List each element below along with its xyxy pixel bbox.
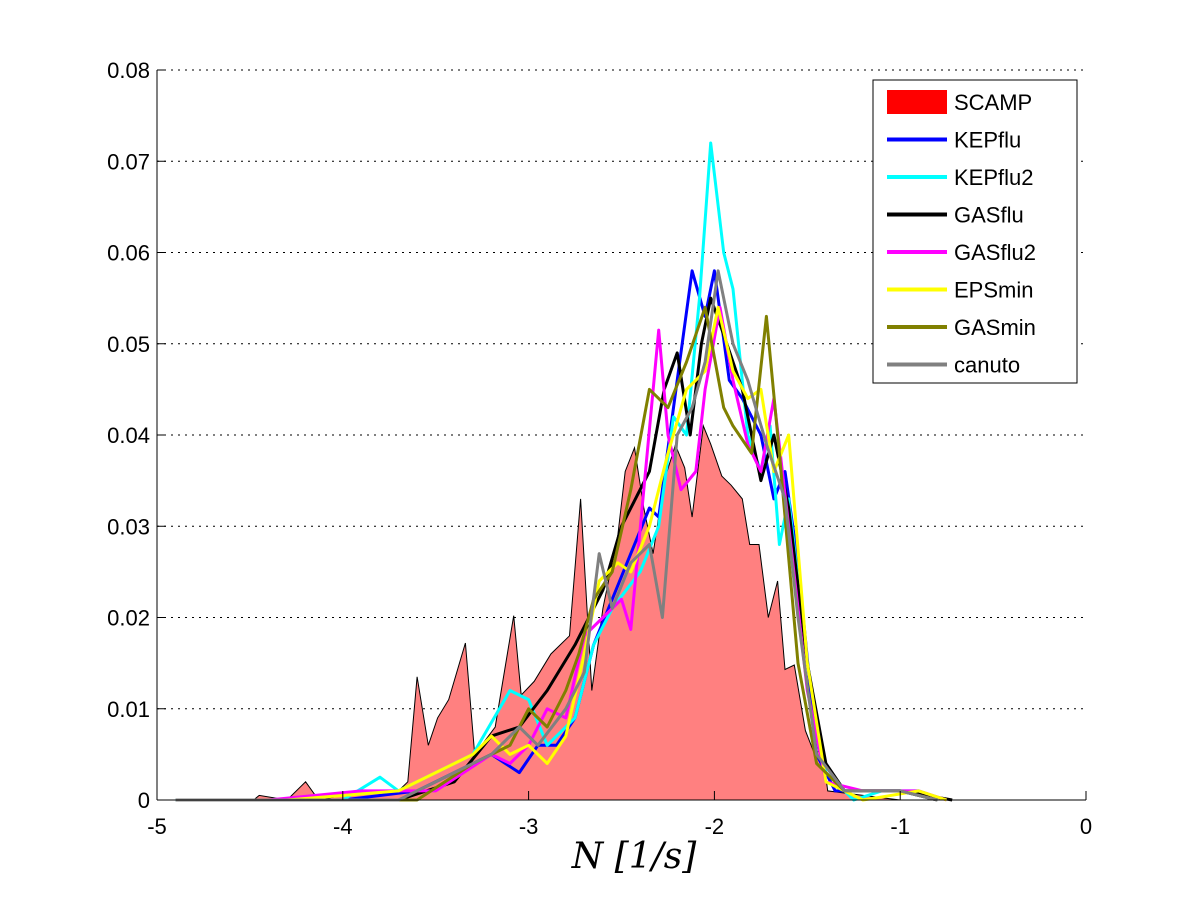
y-tick-label: 0.08	[107, 58, 150, 83]
x-tick-label: -4	[333, 814, 353, 839]
series-line-gasmin	[342, 305, 938, 802]
series-line-epsmin	[286, 305, 948, 802]
legend-label: GASmin	[954, 315, 1036, 340]
y-tick-label: 0	[138, 788, 150, 813]
legend-box	[872, 79, 1078, 384]
x-tick-label: -5	[147, 814, 167, 839]
x-tick-label: -2	[705, 814, 725, 839]
y-tick-label: 0.07	[107, 149, 150, 174]
x-tick-label: 0	[1080, 814, 1092, 839]
x-axis-label: N [1/s]	[571, 836, 697, 877]
legend: SCAMP KEPflu KEPflu2 GASflu GASflu2 EPSmin GAS…	[872, 79, 1078, 384]
y-tick-label: 0.01	[107, 697, 150, 722]
legend-label: GASflu2	[954, 240, 1036, 265]
x-tick-label: -1	[890, 814, 910, 839]
legend-label: KEPflu	[954, 128, 1021, 153]
legend-label: EPSmin	[954, 278, 1033, 303]
legend-label: canuto	[954, 353, 1020, 378]
y-tick-label: 0.04	[107, 423, 150, 448]
y-tick-label: 0.05	[107, 332, 150, 357]
legend-label: KEPflu2	[954, 165, 1034, 190]
y-tick-label: 0.02	[107, 606, 150, 631]
legend-label: SCAMP	[954, 90, 1032, 115]
legend-swatch-scamp	[887, 90, 947, 114]
series-line-canuto	[175, 269, 938, 802]
legend-label: GASflu	[954, 203, 1024, 228]
plot-area	[157, 141, 1086, 802]
gridlines	[157, 69, 1086, 710]
axes: 0 0.01 0.02 0.03 0.04 0.05 0.06 0.07 0.08 -5 -4 -3 -…	[107, 58, 1092, 839]
x-tick-label: -3	[519, 814, 539, 839]
series-area-scamp	[157, 423, 1086, 801]
y-tick-label: 0.03	[107, 514, 150, 539]
y-tick-label: 0.06	[107, 241, 150, 266]
